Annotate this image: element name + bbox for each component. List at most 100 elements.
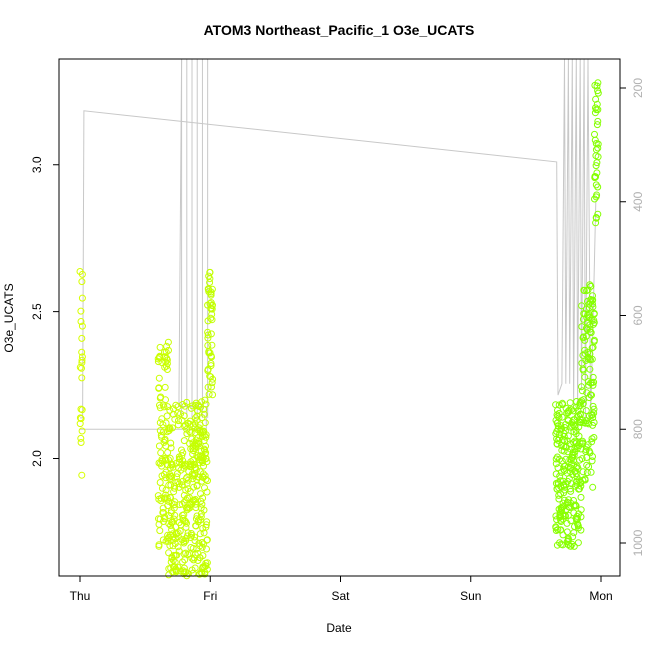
data-point <box>552 512 560 520</box>
data-point <box>191 464 199 471</box>
data-point <box>204 383 212 391</box>
data-point <box>558 446 566 454</box>
data-point <box>569 449 577 456</box>
data-point <box>77 405 85 413</box>
altitude-trace-low <box>80 58 207 430</box>
data-point <box>593 121 601 129</box>
right-tick-label: 1000 <box>631 529 645 556</box>
data-point <box>183 479 191 487</box>
data-point <box>182 486 190 494</box>
data-point <box>553 453 561 461</box>
data-point <box>170 504 178 512</box>
data-point <box>570 542 578 550</box>
data-point <box>78 278 86 286</box>
data-point <box>572 403 580 411</box>
data-point <box>582 357 590 364</box>
data-point <box>172 479 180 487</box>
data-point <box>190 556 197 564</box>
data-point <box>560 512 568 520</box>
data-point <box>176 455 184 463</box>
data-point <box>174 563 182 571</box>
data-point <box>184 570 192 578</box>
data-point <box>155 541 163 549</box>
data-point <box>78 356 86 364</box>
data-point <box>165 481 173 489</box>
data-point <box>175 417 182 425</box>
data-point <box>570 509 578 517</box>
data-point <box>207 352 215 360</box>
data-point <box>579 334 587 342</box>
data-point <box>207 291 215 299</box>
data-point <box>207 360 215 367</box>
right-tick-label: 600 <box>631 305 645 325</box>
data-point <box>167 444 175 452</box>
x-tick-label: Fri <box>203 589 217 603</box>
data-point <box>195 440 203 448</box>
data-point <box>193 452 201 460</box>
data-point <box>203 518 211 526</box>
data-point <box>170 501 178 509</box>
data-point <box>158 457 166 465</box>
data-point <box>585 381 593 389</box>
data-point <box>578 302 586 310</box>
data-point <box>76 420 84 428</box>
data-point <box>552 460 560 468</box>
data-point <box>77 307 85 315</box>
data-point <box>78 364 85 372</box>
data-point <box>203 458 211 466</box>
data-point <box>175 547 183 555</box>
data-point <box>594 79 602 87</box>
data-point <box>591 174 599 182</box>
data-point <box>208 305 216 313</box>
data-point <box>174 403 182 411</box>
data-point <box>186 463 194 471</box>
data-point <box>196 530 204 538</box>
data-point <box>163 342 171 350</box>
data-point <box>163 412 171 420</box>
data-point <box>156 343 164 351</box>
data-point <box>191 537 199 545</box>
data-point <box>161 435 169 443</box>
data-point <box>591 130 598 138</box>
data-point <box>594 106 602 114</box>
data-point <box>579 476 587 484</box>
data-point <box>158 415 166 423</box>
data-point <box>182 549 190 557</box>
data-point <box>206 279 214 286</box>
data-point <box>564 463 572 471</box>
data-point <box>590 336 598 344</box>
y-tick-label: 3.0 <box>30 156 44 173</box>
data-point <box>560 429 568 437</box>
data-point <box>180 412 188 420</box>
data-point <box>167 522 175 529</box>
data-point <box>200 410 208 418</box>
data-point <box>78 406 86 414</box>
data-point <box>202 521 210 529</box>
data-point <box>195 424 203 432</box>
data-point <box>209 391 217 399</box>
data-point <box>594 117 602 125</box>
data-point <box>158 484 166 492</box>
x-tick-label: Mon <box>589 589 612 603</box>
data-point <box>590 316 598 324</box>
data-point <box>160 403 168 411</box>
data-point <box>554 406 561 414</box>
data-point <box>559 515 567 523</box>
data-point <box>169 533 177 541</box>
data-point <box>201 446 209 454</box>
data-point <box>585 463 593 471</box>
data-point <box>183 398 191 406</box>
data-point <box>166 493 174 501</box>
data-point <box>589 421 597 429</box>
data-point <box>195 473 203 481</box>
data-point <box>589 296 597 304</box>
data-point <box>76 363 84 371</box>
data-point <box>179 558 186 566</box>
data-point <box>189 457 197 464</box>
data-point <box>204 477 211 485</box>
data-point <box>592 181 600 189</box>
data-point <box>163 354 171 362</box>
data-point <box>199 494 207 502</box>
data-point <box>207 314 215 322</box>
data-point <box>198 543 206 551</box>
